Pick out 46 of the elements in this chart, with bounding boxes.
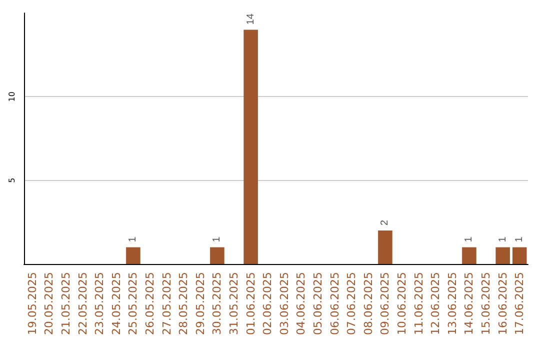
data-label: 14 [245,13,256,25]
x-tick-label: 14.06.2025 [462,272,476,336]
data-label: 1 [497,236,508,242]
x-tick-label: 30.05.2025 [210,272,224,336]
x-tick-label: 09.06.2025 [378,272,392,336]
bar [244,30,258,264]
x-tick-label: 25.05.2025 [126,272,140,336]
x-tick-label: 21.05.2025 [60,272,72,336]
x-tick-label: 31.05.2025 [228,272,240,336]
x-tick-label: 28.05.2025 [177,272,190,336]
x-tick-label: 04.06.2025 [294,272,308,336]
x-tick-label: 07.06.2025 [345,272,358,336]
x-tick-label: 22.05.2025 [76,272,90,336]
x-tick-label: 02.06.2025 [261,272,274,336]
y-tick-label: 5 [8,178,16,183]
x-tick-label: 01.06.2025 [244,272,258,336]
x-tick-label: 19.05.2025 [26,272,39,336]
x-tick-label: 06.06.2025 [328,272,342,336]
data-label: 1 [128,236,139,242]
x-tick-label: 13.06.2025 [446,272,459,336]
x-tick-label: 05.06.2025 [312,272,324,336]
x-tick-label: 20.05.2025 [42,272,56,336]
bar [496,247,510,264]
x-tick-label: 03.06.2025 [278,272,291,336]
bar [462,247,476,264]
bar [378,230,392,264]
bar [210,247,224,264]
x-tick-label: 23.05.2025 [93,272,106,336]
data-label: 1 [212,236,223,242]
x-tick-label: 24.05.2025 [110,272,123,336]
x-tick-label: 26.05.2025 [144,272,156,336]
x-tick-label: 29.05.2025 [194,272,207,336]
x-tick-label: 27.05.2025 [160,272,174,336]
x-tick-label: 15.06.2025 [480,272,492,336]
data-label: 2 [380,220,391,226]
x-tick-label: 16.06.2025 [496,272,510,336]
y-tick-label: 10 [8,92,16,102]
data-label: 1 [464,236,475,242]
x-tick-label: 11.06.2025 [412,272,426,336]
x-tick-label: 12.06.2025 [429,272,442,336]
bar [126,247,140,264]
x-tick-label: 17.06.2025 [513,272,526,336]
bar [512,247,527,264]
x-tick-label: 10.06.2025 [396,272,408,336]
x-tick-label: 08.06.2025 [362,272,375,336]
data-label: 1 [514,236,526,242]
